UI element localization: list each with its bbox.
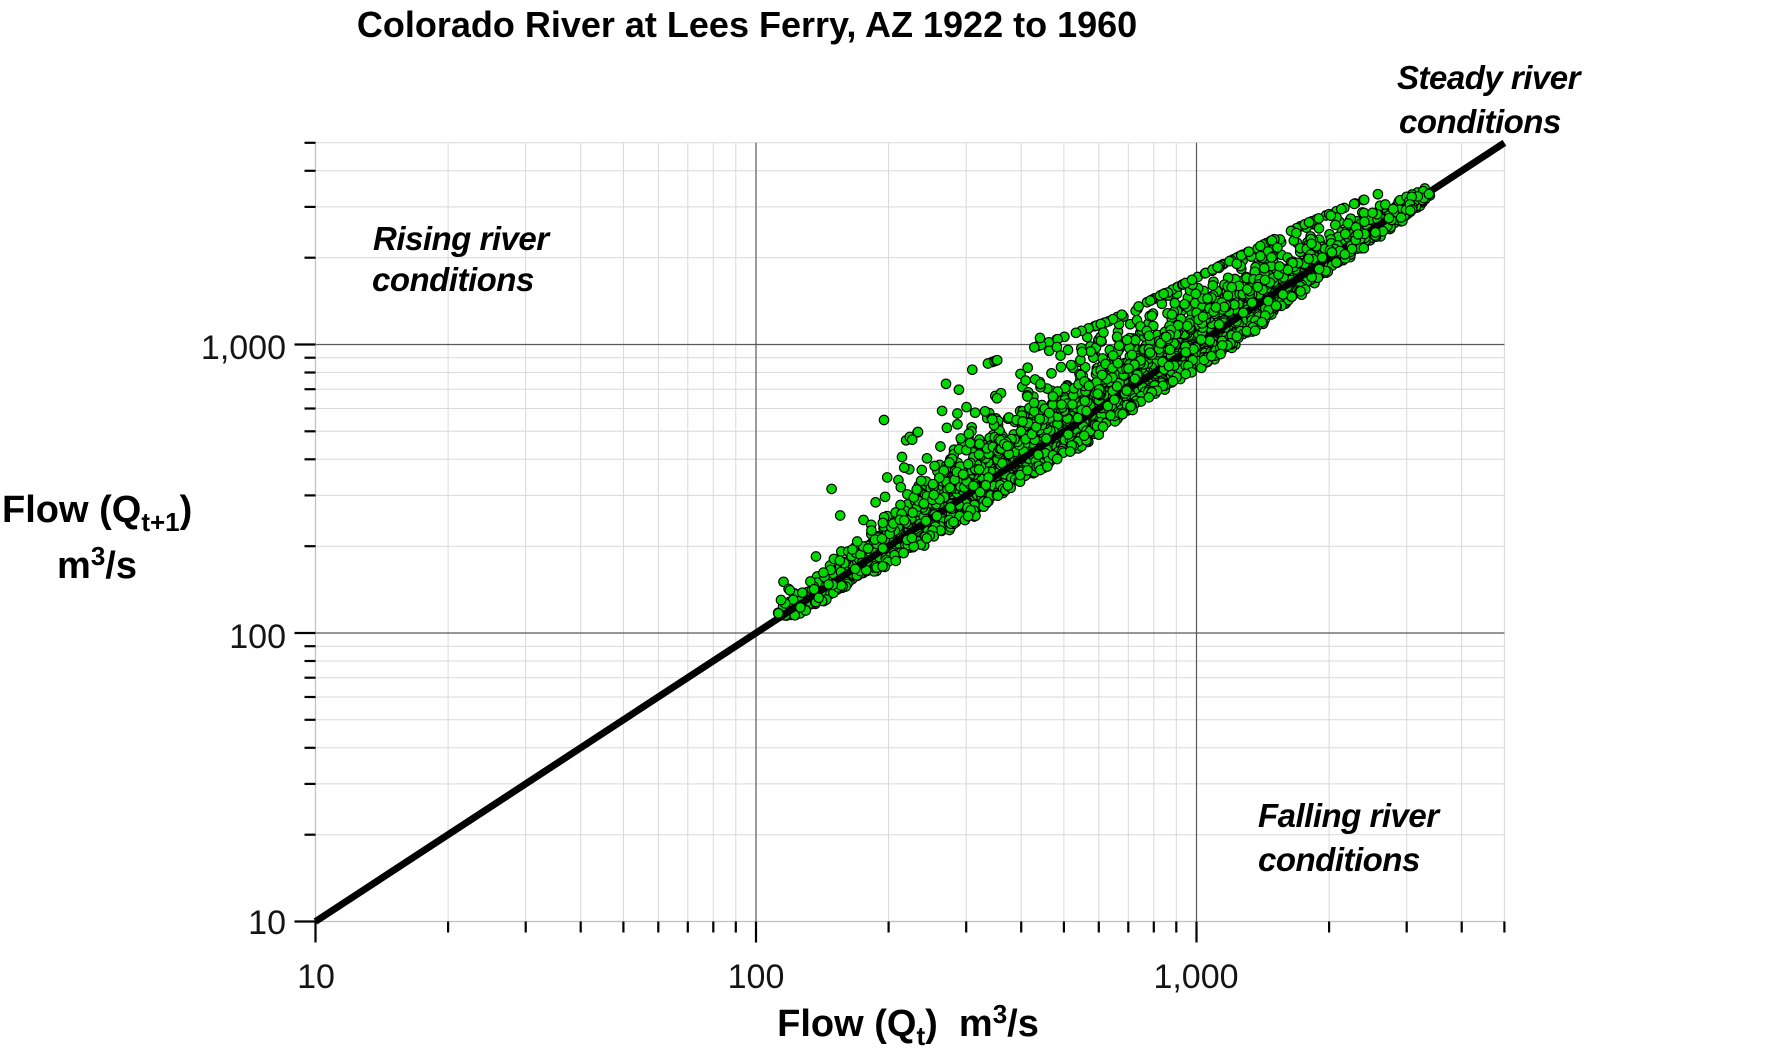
- svg-text:1,000: 1,000: [1153, 958, 1238, 996]
- svg-text:Rising river: Rising river: [373, 220, 551, 257]
- svg-text:10: 10: [297, 958, 335, 996]
- svg-text:conditions: conditions: [1258, 841, 1420, 878]
- svg-text:1,000: 1,000: [201, 329, 286, 367]
- svg-text:Colorado River at Lees Ferry,: Colorado River at Lees Ferry, AZ 1922 to…: [357, 4, 1137, 45]
- svg-text:100: 100: [728, 958, 785, 996]
- svg-text:100: 100: [229, 618, 286, 656]
- svg-text:m3/s: m3/s: [57, 541, 137, 587]
- svg-text:Steady river: Steady river: [1397, 59, 1583, 96]
- svg-text:conditions: conditions: [1399, 103, 1561, 140]
- svg-text:conditions: conditions: [372, 261, 534, 298]
- svg-text:Falling river: Falling river: [1258, 797, 1441, 834]
- svg-text:10: 10: [248, 904, 286, 942]
